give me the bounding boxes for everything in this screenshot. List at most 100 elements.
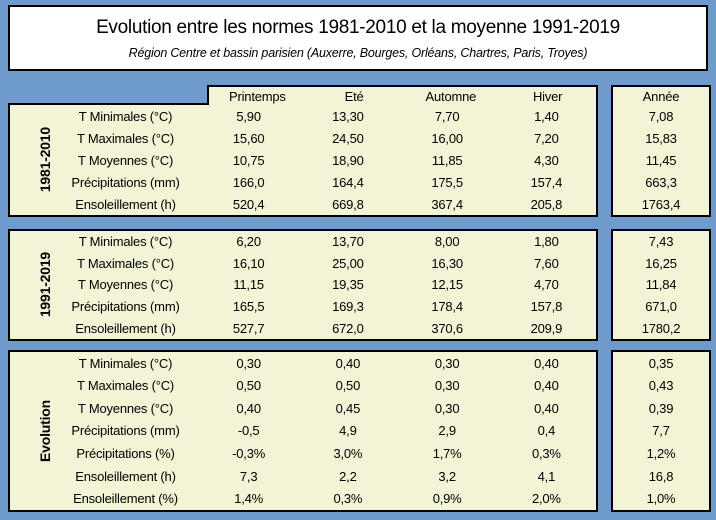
row-label: T Moyennes (°C) bbox=[77, 277, 174, 293]
cell-value: 0,3% bbox=[531, 446, 561, 462]
cell-value: 0,30 bbox=[236, 355, 261, 371]
cell-value: -0,3% bbox=[232, 446, 266, 462]
cell-value: 0,40 bbox=[534, 400, 559, 416]
cell-value: 0,30 bbox=[434, 378, 460, 394]
cell-value: 7,20 bbox=[534, 130, 559, 146]
cell-value: 178,4 bbox=[431, 299, 463, 315]
table-row: Précipitations (mm) 165,5 169,3 178,4 15… bbox=[52, 296, 596, 318]
cell-value: 205,8 bbox=[530, 196, 563, 212]
cell-value: 2,0% bbox=[531, 491, 561, 507]
row-label: Ensoleillement (h) bbox=[75, 468, 176, 484]
cell-value: 2,9 bbox=[438, 423, 456, 439]
cell-value: 8,00 bbox=[434, 234, 460, 250]
cell-value: 209,9 bbox=[530, 320, 563, 336]
cell-value: 0,40 bbox=[236, 400, 261, 416]
row-label: Précipitations (mm) bbox=[71, 299, 180, 315]
row-label: Ensoleillement (h) bbox=[75, 320, 176, 336]
row-label: Ensoleillement (h) bbox=[75, 196, 176, 212]
row-label: Précipitations (mm) bbox=[71, 174, 180, 190]
cell-value: 6,20 bbox=[236, 234, 261, 250]
cell-value: 527,7 bbox=[232, 320, 265, 336]
cell-value: 7,60 bbox=[534, 255, 559, 271]
row-label: T Moyennes (°C) bbox=[77, 152, 174, 168]
title-box: Evolution entre les normes 1981-2010 et … bbox=[8, 5, 708, 71]
section-1991-2019: 1991-2019 T Minimales (°C) 6,20 13,70 8,… bbox=[8, 229, 598, 341]
cell-value: 16,8 bbox=[648, 468, 674, 484]
column-header-printemps: Printemps bbox=[229, 88, 286, 104]
cell-value: 3,0% bbox=[333, 446, 363, 462]
cell-value: 0,40 bbox=[335, 355, 361, 371]
cell-value: 0,40 bbox=[534, 378, 559, 394]
cell-value: 1,4% bbox=[234, 491, 264, 507]
cell-value: 0,30 bbox=[434, 400, 460, 416]
cell-value: 0,35 bbox=[648, 355, 674, 371]
table-row: T Minimales (°C) 5,90 13,30 7,70 1,40 bbox=[52, 105, 596, 127]
cell-value: 7,7 bbox=[652, 423, 670, 439]
cell-value: 157,8 bbox=[530, 299, 563, 315]
cell-value: 164,4 bbox=[332, 174, 364, 190]
cell-value: 0,50 bbox=[236, 378, 261, 394]
cell-value: 7,3 bbox=[239, 468, 258, 484]
table-row: Précipitations (%) -0,3% 3,0% 1,7% 0,3% bbox=[52, 442, 596, 465]
cell-value: 7,08 bbox=[648, 108, 674, 124]
cell-value: 672,0 bbox=[332, 320, 364, 336]
cell-value: 10,75 bbox=[232, 152, 265, 168]
cell-value: 0,43 bbox=[648, 378, 674, 394]
cell-value: 669,8 bbox=[332, 196, 364, 212]
cell-value: 3,2 bbox=[438, 468, 456, 484]
cell-value: 671,0 bbox=[645, 299, 677, 315]
cell-value: 1,80 bbox=[534, 234, 559, 250]
cell-value: 15,60 bbox=[232, 130, 265, 146]
table-row: Ensoleillement (%) 1,4% 0,3% 0,9% 2,0% bbox=[52, 487, 596, 510]
cell-value: 16,25 bbox=[645, 255, 677, 271]
season-header-row: Printemps Eté Automne Hiver bbox=[207, 85, 598, 105]
cell-value: 4,70 bbox=[534, 277, 559, 293]
cell-value: 16,00 bbox=[431, 130, 463, 146]
cell-value: 4,1 bbox=[537, 468, 556, 484]
table-row: Précipitations (mm) -0,5 4,9 2,9 0,4 bbox=[52, 420, 596, 443]
section-evolution: Evolution T Minimales (°C) 0,30 0,40 0,3… bbox=[8, 350, 598, 512]
table-row: Ensoleillement (h) 7,3 2,2 3,2 4,1 bbox=[52, 465, 596, 488]
section-rows: T Minimales (°C) 5,90 13,30 7,70 1,40 T … bbox=[52, 105, 596, 215]
section-label: 1981-2010 bbox=[37, 127, 53, 193]
cell-value: 0,4 bbox=[537, 423, 556, 439]
cell-value: 4,9 bbox=[339, 423, 357, 439]
column-header-automne: Automne bbox=[425, 88, 477, 104]
table-row: Ensoleillement (h) 527,7 672,0 370,6 209… bbox=[52, 317, 596, 339]
row-label: Ensoleillement (%) bbox=[73, 491, 178, 507]
cell-value: 1,7% bbox=[432, 446, 462, 462]
cell-value: 25,00 bbox=[332, 255, 364, 271]
cell-value: 1,0% bbox=[646, 491, 676, 507]
annee-column-1981-2010: Année 7,08 15,83 11,45 663,3 1763,4 bbox=[611, 85, 711, 217]
cell-value: 1,40 bbox=[534, 108, 559, 124]
cell-value: 1763,4 bbox=[641, 196, 681, 212]
section-label: 1991-2019 bbox=[37, 252, 53, 318]
cell-value: 7,43 bbox=[648, 234, 674, 250]
cell-value: 0,9% bbox=[432, 491, 462, 507]
cell-value: 18,90 bbox=[332, 152, 364, 168]
table-row: T Moyennes (°C) 11,15 19,35 12,15 4,70 bbox=[52, 274, 596, 296]
cell-value: 0,50 bbox=[335, 378, 361, 394]
cell-value: 24,50 bbox=[332, 130, 364, 146]
cell-value: 1,2% bbox=[646, 446, 676, 462]
cell-value: 370,6 bbox=[431, 320, 463, 336]
section-rows: T Minimales (°C) 0,30 0,40 0,30 0,40 T M… bbox=[52, 352, 596, 510]
cell-value: 663,3 bbox=[645, 174, 677, 190]
cell-value: -0,5 bbox=[237, 423, 260, 439]
section-rows: T Minimales (°C) 6,20 13,70 8,00 1,80 T … bbox=[52, 231, 596, 339]
cell-value: 367,4 bbox=[431, 196, 463, 212]
row-label: T Maximales (°C) bbox=[76, 130, 175, 146]
cell-value: 7,70 bbox=[434, 108, 460, 124]
cell-value: 11,85 bbox=[431, 152, 463, 168]
cell-value: 0,39 bbox=[648, 400, 674, 416]
cell-value: 16,30 bbox=[431, 255, 463, 271]
cell-value: 11,15 bbox=[233, 277, 264, 293]
annee-column-evolution: 0,35 0,43 0,39 7,7 1,2% 16,8 1,0% bbox=[611, 350, 711, 512]
table-row: Précipitations (mm) 166,0 164,4 175,5 15… bbox=[52, 171, 596, 193]
table-row: T Maximales (°C) 15,60 24,50 16,00 7,20 bbox=[52, 127, 596, 149]
column-header-ete: Eté bbox=[344, 88, 364, 104]
section-label: Evolution bbox=[37, 400, 53, 462]
cell-value: 2,2 bbox=[339, 468, 357, 484]
annee-column-1991-2019: 7,43 16,25 11,84 671,0 1780,2 bbox=[611, 229, 711, 341]
